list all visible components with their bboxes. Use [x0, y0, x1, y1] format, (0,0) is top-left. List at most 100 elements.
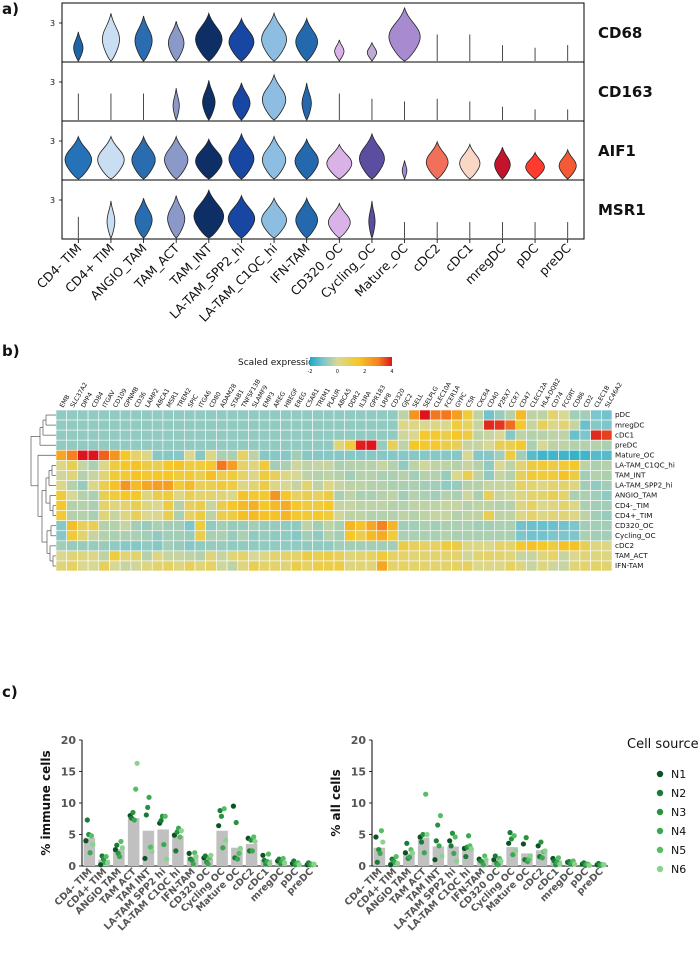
heatmap-cell — [162, 429, 174, 441]
heatmap-cell — [494, 460, 506, 471]
heatmap-cell — [526, 510, 538, 521]
heatmap-cell — [504, 470, 517, 481]
heatmap-cell — [194, 540, 206, 552]
heatmap-cell — [269, 460, 281, 471]
heatmap-cell — [141, 500, 153, 511]
heatmap-cell — [55, 500, 67, 511]
violin-aif1-6 — [261, 135, 287, 180]
violin-aif1-1 — [97, 135, 125, 180]
sample-point-n2 — [463, 853, 469, 860]
heatmap-cell — [290, 409, 303, 421]
heatmap-cell — [258, 439, 271, 451]
heatmap-cell — [280, 439, 292, 451]
heatmap-cell — [429, 470, 442, 481]
heatmap-cell — [226, 490, 239, 501]
gene-label-msr1: MSR1 — [598, 201, 646, 219]
heatmap-cell — [280, 470, 292, 481]
heatmap-cell — [462, 439, 474, 451]
heatmap-cell — [440, 490, 452, 501]
heatmap-cell — [472, 520, 484, 532]
heatmap-cell — [387, 520, 399, 532]
heatmap-cell — [462, 429, 474, 441]
heatmap-cell — [429, 530, 442, 542]
heatmap-cell — [141, 439, 153, 451]
sample-point-n6 — [222, 837, 229, 843]
heatmap-cell — [536, 510, 549, 521]
heatmap-cell — [173, 409, 185, 421]
heatmap-cell — [248, 520, 260, 532]
heatmap-cell — [558, 439, 570, 451]
heatmap-cell — [151, 560, 164, 572]
heatmap-cell — [547, 540, 559, 552]
heatmap-cell — [184, 409, 196, 421]
heatmap-cell — [151, 520, 164, 532]
heatmap-cell — [419, 500, 431, 511]
heatmap-cell — [162, 520, 174, 532]
mean-bar — [373, 847, 386, 866]
heatmap-cell — [216, 530, 228, 542]
heatmap-cell — [248, 429, 260, 441]
heatmap-row-label: preDC — [615, 440, 637, 449]
sample-point-n5 — [393, 853, 399, 860]
heatmap-cell — [397, 490, 410, 501]
heatmap-cell — [355, 429, 367, 441]
heatmap-cell — [269, 449, 281, 461]
heatmap-cell — [419, 550, 431, 562]
sample-point-n6 — [498, 858, 504, 864]
heatmap-cell — [323, 429, 335, 441]
heatmap-cell — [258, 530, 271, 542]
heatmap-cell — [226, 480, 239, 491]
sample-point-n6 — [208, 852, 214, 858]
violin-xlabel: preDC — [536, 240, 574, 278]
heatmap-cell — [419, 409, 431, 421]
heatmap-cell — [397, 470, 410, 481]
heatmap-cell — [194, 460, 206, 471]
heatmap-cell — [397, 560, 410, 572]
heatmap-cell — [55, 449, 67, 461]
heatmap-cell — [601, 500, 613, 511]
heatmap-cell — [472, 429, 484, 441]
heatmap-cell — [590, 460, 602, 471]
heatmap-cell — [440, 480, 452, 491]
heatmap-cell — [440, 520, 452, 532]
heatmap-cell — [119, 520, 132, 532]
heatmap-cell — [536, 460, 549, 471]
violin-aif1-12 — [459, 143, 481, 180]
heatmap-cell — [184, 520, 196, 532]
heatmap-cell — [237, 560, 249, 572]
sample-point-n4 — [421, 850, 427, 856]
heatmap-cell — [258, 480, 271, 491]
heatmap-cell — [333, 490, 345, 501]
heatmap-cell — [312, 510, 324, 521]
heatmap-cell — [568, 530, 581, 542]
heatmap-cell — [248, 460, 260, 471]
sample-point-n6 — [178, 828, 184, 834]
heatmap-cell — [397, 500, 410, 511]
heatmap-cell — [333, 540, 345, 552]
heatmap-cell — [355, 460, 367, 471]
heatmap-cell — [419, 419, 431, 431]
sample-point-n6 — [439, 853, 445, 859]
heatmap-cell — [365, 460, 378, 471]
heatmap-cell — [483, 540, 495, 552]
heatmap-cell — [397, 460, 410, 471]
heatmap-cell — [55, 419, 67, 431]
heatmap-cell — [601, 520, 613, 532]
heatmap-cell — [504, 409, 517, 421]
heatmap-cell — [216, 490, 228, 501]
heatmap-cell — [269, 419, 281, 431]
sample-point-n6 — [424, 831, 430, 838]
heatmap-cell — [77, 439, 89, 451]
heatmap-cell — [216, 470, 228, 481]
heatmap-cell — [333, 480, 345, 491]
heatmap-cell — [601, 460, 613, 471]
heatmap-cell — [269, 429, 281, 441]
heatmap-cell — [462, 449, 474, 461]
heatmap-cell — [601, 419, 613, 431]
violin-cd68-8 — [334, 39, 345, 62]
sample-point-n1 — [230, 803, 237, 809]
sample-point-n6 — [149, 848, 155, 855]
heatmap-cell — [344, 429, 356, 441]
sample-point-n6 — [542, 848, 548, 854]
